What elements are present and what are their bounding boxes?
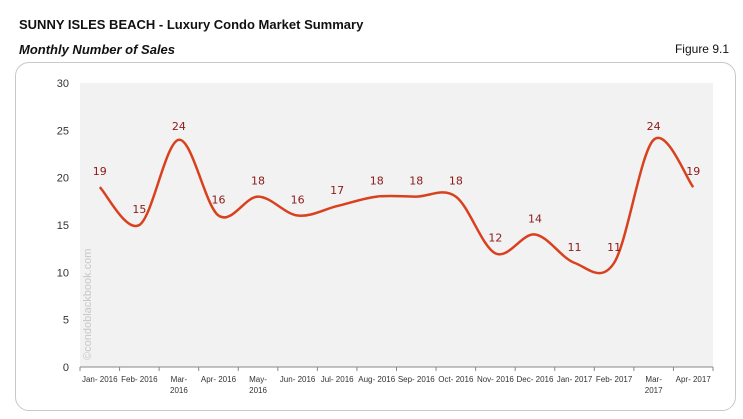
data-label: 24	[172, 120, 186, 133]
y-tick-label: 0	[63, 362, 69, 374]
x-tick-label: Jan- 2017	[557, 375, 593, 384]
x-tick-label: Oct- 2016	[438, 375, 474, 384]
chart-frame	[15, 62, 736, 411]
x-tick-label: Jul- 2016	[321, 375, 354, 384]
data-label: 18	[370, 175, 384, 188]
data-label: 16	[211, 194, 225, 207]
x-tick-label: Jan- 2016	[82, 375, 118, 384]
x-tick-label: Apr- 2017	[676, 375, 712, 384]
data-label: 19	[93, 165, 107, 178]
data-label: 11	[568, 241, 582, 254]
data-label: 12	[488, 231, 502, 244]
x-tick-label: Mar-2017	[645, 375, 663, 395]
x-tick-label: Feb- 2017	[596, 375, 633, 384]
x-tick-label: Apr- 2016	[201, 375, 237, 384]
data-label: 15	[132, 203, 146, 216]
data-label: 24	[647, 120, 661, 133]
data-label: 11	[607, 241, 621, 254]
data-label: 14	[528, 212, 542, 225]
x-tick-label: Nov- 2016	[477, 375, 514, 384]
data-label: 19	[686, 165, 700, 178]
y-tick-label: 15	[57, 220, 69, 232]
x-tick-label: Dec- 2016	[517, 375, 554, 384]
figure-number: Figure 9.1	[674, 42, 729, 56]
series-line	[98, 136, 695, 275]
x-tick-label: Sep- 2016	[398, 375, 435, 384]
y-tick-label: 5	[63, 315, 69, 327]
x-tick-label: Mar-2016	[170, 375, 188, 395]
data-label: 18	[409, 175, 423, 188]
y-tick-label: 20	[57, 173, 69, 185]
watermark: ©condoblackbook.com	[82, 249, 94, 360]
x-tick-label: Feb- 2016	[121, 375, 158, 384]
x-tick-label: Aug- 2016	[358, 375, 395, 384]
data-label: 17	[330, 184, 344, 197]
x-tick-label: Jun- 2016	[280, 375, 316, 384]
chart-subtitle: Monthly Number of Sales	[19, 42, 176, 57]
report-title: SUNNY ISLES BEACH - Luxury Condo Market …	[19, 17, 364, 32]
data-label: 16	[291, 194, 305, 207]
data-label: 18	[251, 175, 265, 188]
y-tick-label: 25	[57, 125, 69, 137]
plot-area	[80, 83, 713, 367]
x-tick-label: May-2016	[249, 375, 267, 395]
y-tick-label: 10	[57, 267, 69, 279]
data-label: 18	[449, 175, 463, 188]
y-tick-label: 30	[57, 78, 69, 90]
